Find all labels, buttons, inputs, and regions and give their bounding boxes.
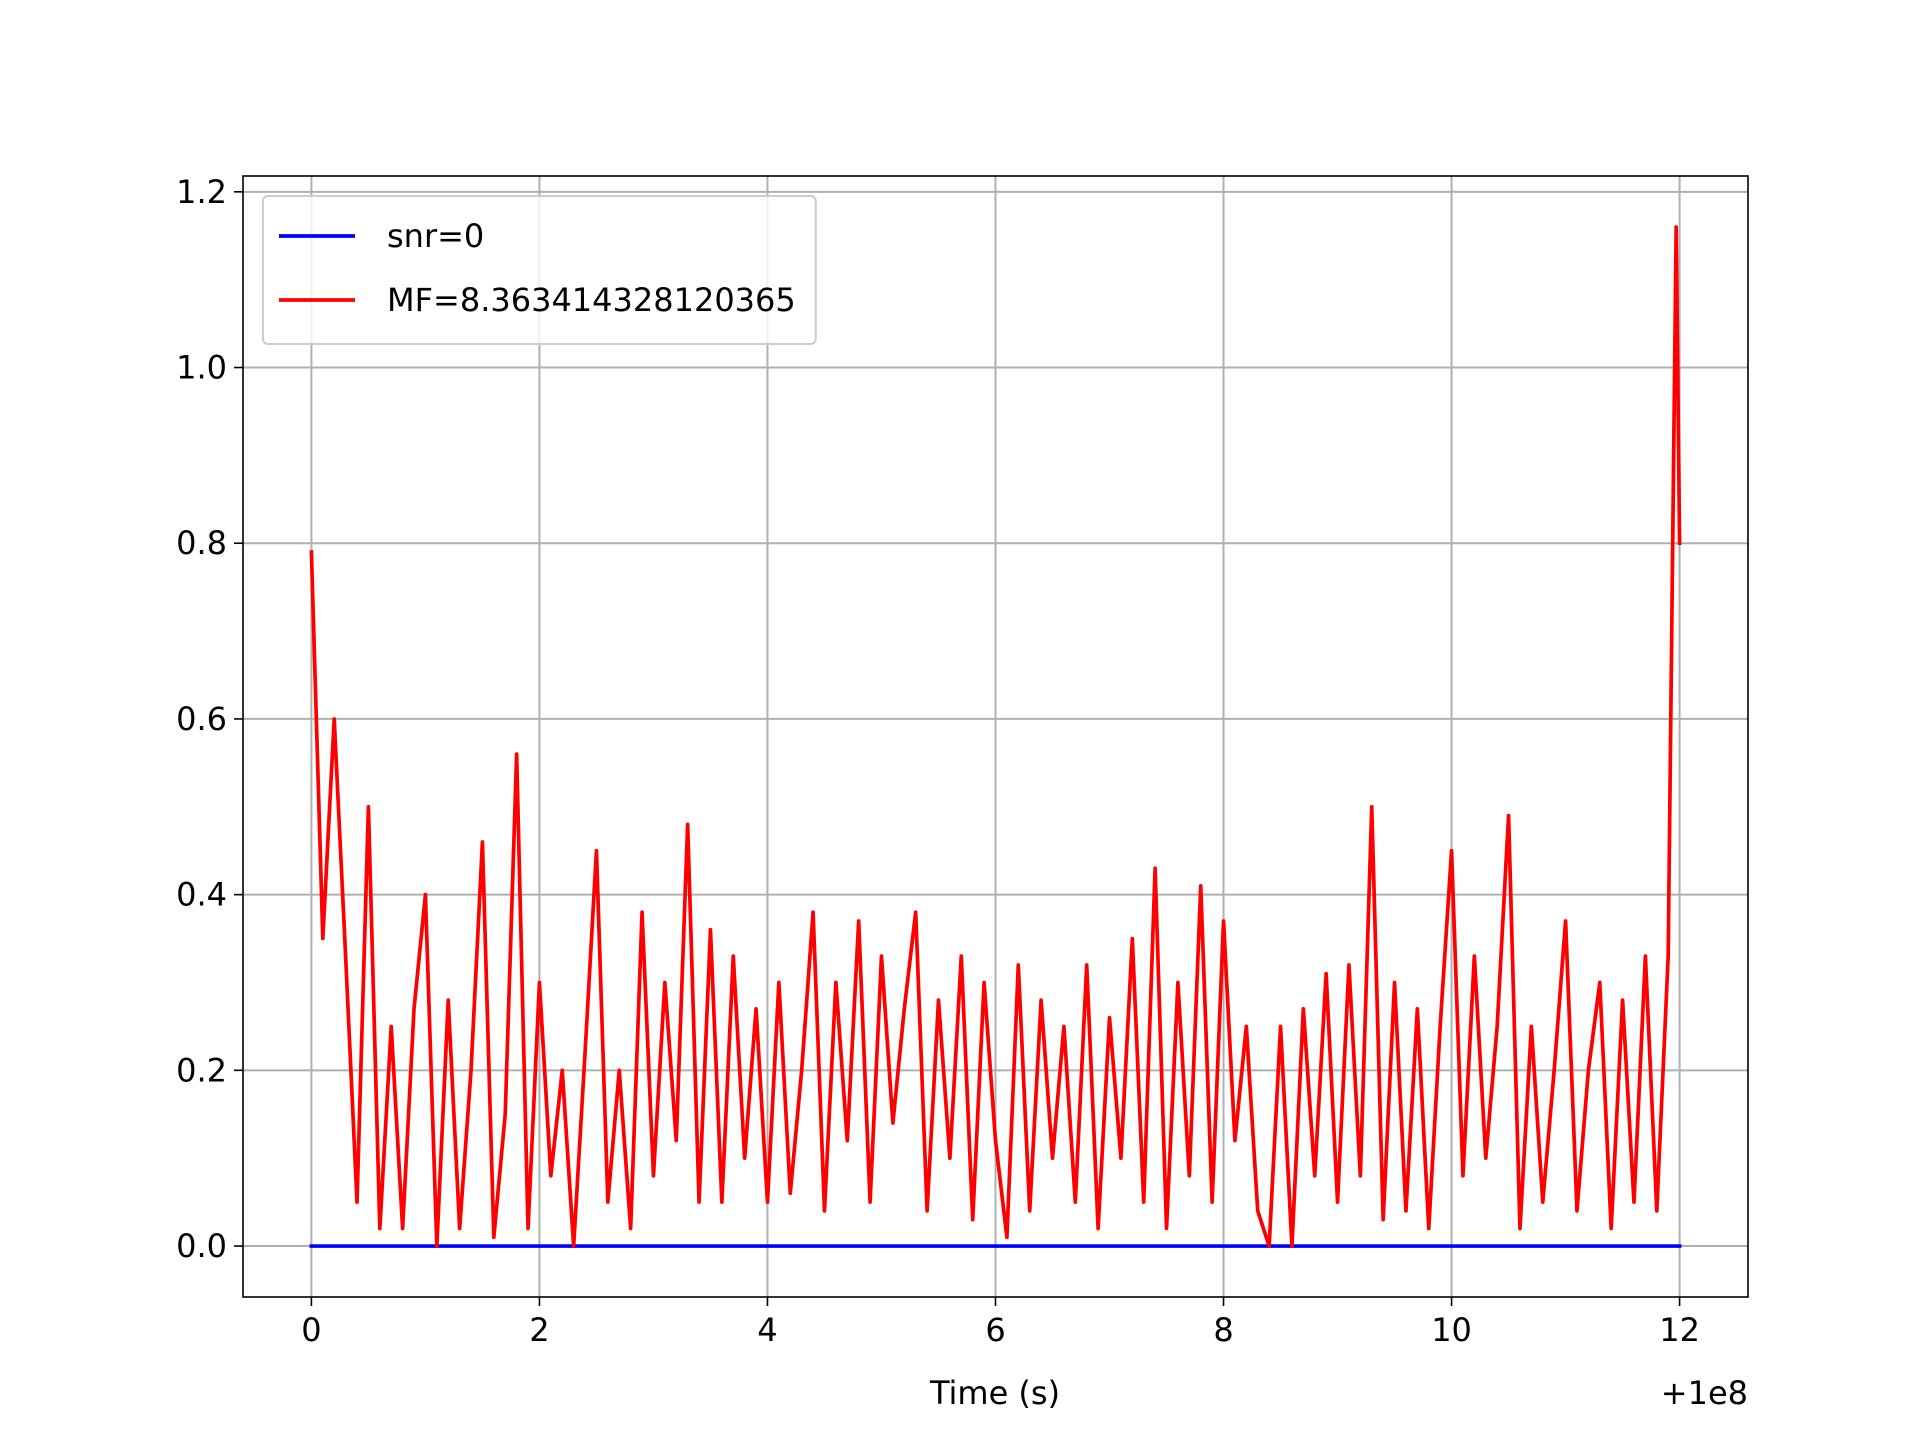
y-tick-label: 0.0 xyxy=(176,1227,227,1265)
y-tick-label: 0.6 xyxy=(176,700,227,738)
x-tick-label: 6 xyxy=(985,1311,1005,1349)
legend-label: snr=0 xyxy=(387,217,484,255)
y-tick-label: 0.4 xyxy=(176,876,227,914)
x-offset-text: +1e8 xyxy=(1661,1374,1748,1412)
legend-box xyxy=(262,195,817,345)
y-tick-label: 1.2 xyxy=(176,173,227,211)
legend-label: MF=8.363414328120365 xyxy=(387,281,796,319)
x-tick-label: 12 xyxy=(1659,1311,1700,1349)
y-tick-label: 1.0 xyxy=(176,349,227,387)
x-tick-label: 4 xyxy=(757,1311,777,1349)
y-tick-label: 0.8 xyxy=(176,524,227,562)
y-tick-label: 0.2 xyxy=(176,1051,227,1089)
x-axis-label: Time (s) xyxy=(929,1374,1060,1412)
x-tick-label: 8 xyxy=(1213,1311,1233,1349)
x-tick-label: 2 xyxy=(529,1311,549,1349)
x-tick-label: 0 xyxy=(301,1311,321,1349)
x-tick-label: 10 xyxy=(1431,1311,1472,1349)
line-series xyxy=(309,225,1682,1248)
